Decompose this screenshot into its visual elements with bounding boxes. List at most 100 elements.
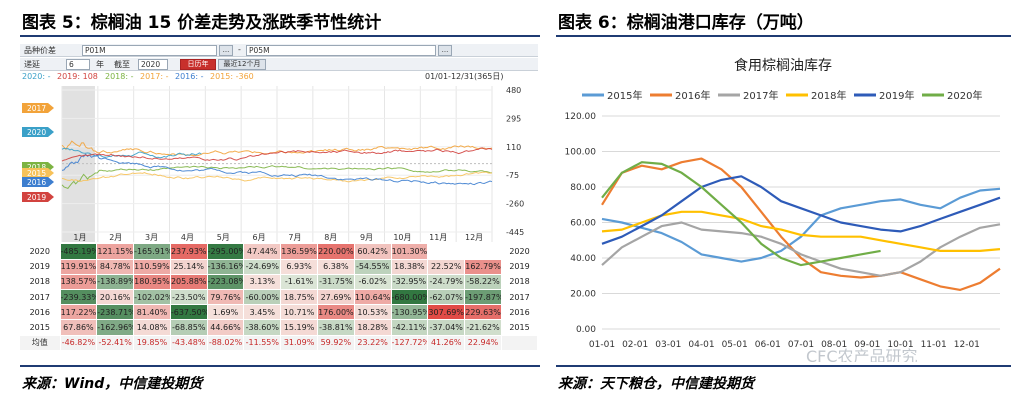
spread-toolbar-row-1: 品种价差 P01M ... - P05M ... [20,44,538,57]
table-cell: 180.95% [133,274,171,291]
legend-item: 2015: -360 [210,72,254,81]
table-cell: -24.69% [243,259,282,275]
table-cell: 6.38% [317,259,355,275]
year-tag-label: 2019 [27,193,46,202]
table-cell: 81.40% [133,304,171,321]
table-cell: 176.00% [317,304,355,321]
seasonal-spread-chart: 480 295 110 -75 -260 -445 2017 2020 201820152016… [20,82,538,244]
table-cell: -637.50% [170,304,208,321]
table-cell: -680.00% [391,289,429,306]
x-tick-label: 04-01 [688,340,714,350]
year-tag-2019 [22,192,54,202]
contract1-picker-button[interactable]: ... [219,45,233,56]
table-cell: 138.57% [60,274,98,291]
table-row: 2017 -239.33% 20.16% -102.02% -23.50% 79.76% -… [20,289,538,306]
y-tick-label: 480 [506,86,521,95]
table-cell [464,244,502,260]
table-cell: -31.75% [317,274,355,291]
x-tick-label: 12-01 [954,340,980,350]
table-cell: 229.63% [464,304,502,321]
recent-12-months-button[interactable]: 最近12个月 [218,59,266,70]
year-tag-label: 2020 [27,128,46,137]
calendar-year-button[interactable]: 日历年 [180,59,216,70]
y-tick-label: 120.00 [565,112,597,122]
average-cell: -43.48% [170,335,208,351]
x-tick-label: 02-01 [622,340,648,350]
average-cell: -127.72% [391,335,429,351]
table-cell: -42.11% [391,319,429,336]
year-tag-2020 [22,127,54,137]
legend-item: 2020: - [22,72,51,81]
legend-label: 2016年 [675,89,710,102]
table-cell: -68.85% [170,319,208,336]
left-title-rule [20,35,540,37]
series-line-2015年 [601,187,1001,263]
legend-label: 2017年 [743,89,778,102]
spread-line-2018 [61,165,493,189]
contract2-picker-button[interactable]: ... [438,45,452,56]
table-cell: -197.87% [464,289,502,306]
table-cell: 27.69% [317,289,355,306]
average-cell: -88.02% [207,335,245,351]
table-row: 2016 117.22% -238.71% 81.40% -637.50% 1.69% 3.… [20,304,538,321]
average-cell: 23.22% [354,335,392,351]
chart-title: 食用棕榈油库存 [734,57,832,74]
table-cell: -32.95% [391,274,429,291]
row-year-label: 2015 [501,319,538,336]
table-cell: -37.04% [427,319,466,336]
average-cell: -11.55% [243,335,282,351]
table-cell: 3.13% [243,274,282,291]
contract1-input[interactable]: P01M [82,45,217,56]
table-cell: 18.28% [354,319,392,336]
spread-line-2016 [61,153,493,186]
row-year-label: 2020 [20,244,61,260]
month-label: 6月 [253,233,266,242]
date-range-readout: 01/01-12/31(365日) [425,72,504,81]
table-cell: -223.08% [207,274,245,291]
year-tag-label: 2018 [27,163,46,172]
table-cell: -239.33% [60,289,98,306]
series-line-2017年 [601,221,1001,277]
y-tick-label: 80.00 [570,183,596,193]
table-cell: 60.42% [354,244,392,260]
right-footer-rule [556,365,1011,367]
table-cell: 44.66% [207,319,245,336]
seasonal-spread-panel: 品种价差 P01M ... - P05M ... 递延 6 年 截至 2020 … [20,44,538,362]
table-row: 2018 138.57% -138.89% 180.95% 205.88% -223.08… [20,274,538,291]
years-stepper[interactable]: 6 [66,59,90,70]
row-year-label: 2019 [20,259,61,275]
table-cell: 15.19% [280,319,318,336]
y-tick-label: 0.00 [576,325,596,335]
y-tick-label: 110 [506,143,521,152]
table-cell: 84.78% [96,259,135,275]
table-cell: -21.62% [464,319,502,336]
row-year-label: 2017 [20,289,61,306]
table-cell: -485.19% [60,244,98,260]
end-year-stepper[interactable]: 2020 [138,59,168,70]
x-tick-label: 08-01 [821,340,847,350]
table-row: 2020 -485.19% 121.15% -165.91% 237.93% -295.0… [20,244,538,260]
palm-oil-stock-chart: 食用棕榈油库存 2015年 2016年 2017年 2018年 2019年 2020年 120… [565,57,1001,366]
average-cell: 59.92% [317,335,355,351]
legend-label: 2015年 [607,89,642,102]
contract2-input[interactable]: P05M [246,45,436,56]
table-cell: -238.71% [96,304,135,321]
palm-oil-stock-panel: 食用棕榈油库存 2015年 2016年 2017年 2018年 2019年 2020年 120… [556,44,1011,366]
table-cell: -6.02% [354,274,392,291]
years-unit: 年 [96,60,104,69]
table-cell: -1.61% [280,274,318,291]
table-cell: 110.64% [354,289,392,306]
table-cell: -38.60% [243,319,282,336]
table-cell: -130.95% [391,304,429,321]
row-year-label: 2018 [501,274,538,291]
month-label: 2月 [109,233,122,242]
y-tick-label: -75 [506,171,519,180]
monthly-change-table: 2020 -485.19% 121.15% -165.91% 237.93% -295.0… [20,244,538,351]
x-tick-label: 09-01 [854,340,880,350]
x-tick-label: 01-01 [589,340,615,350]
table-cell: 119.91% [60,259,98,275]
table-cell: 3.45% [243,304,282,321]
spread-line-2017 [61,140,493,157]
row-year-label: 2019 [501,259,538,275]
table-cell: 136.59% [280,244,318,260]
